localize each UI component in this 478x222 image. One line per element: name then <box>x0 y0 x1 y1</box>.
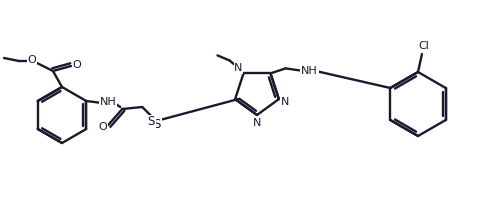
Text: S: S <box>148 115 155 129</box>
Text: Cl: Cl <box>419 41 429 51</box>
Text: NH: NH <box>100 97 117 107</box>
Text: N: N <box>281 97 289 107</box>
Text: N: N <box>234 63 243 73</box>
Text: O: O <box>73 60 81 70</box>
Text: O: O <box>28 55 36 65</box>
Text: NH: NH <box>301 66 318 76</box>
Text: N: N <box>253 118 261 128</box>
Text: S: S <box>153 119 161 131</box>
Text: O: O <box>99 122 108 132</box>
